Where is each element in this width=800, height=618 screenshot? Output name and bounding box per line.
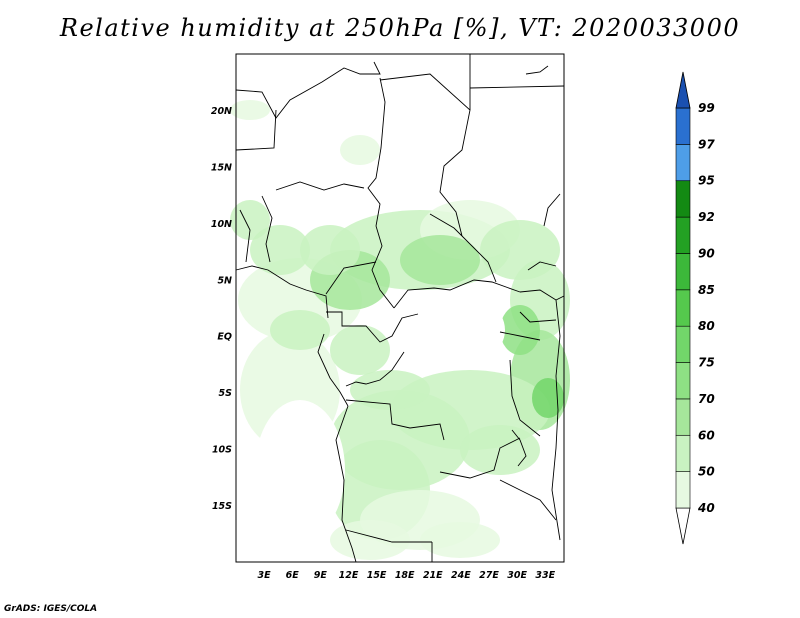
lon-tick-label: 3E [258, 570, 272, 581]
lat-tick-label: 10N [211, 219, 232, 230]
grads-credit: GrADS: IGES/COLA [4, 604, 98, 614]
colorbar-label: 60 [698, 428, 715, 442]
colorbar-segment [675, 434, 691, 472]
humidity-region [350, 370, 430, 410]
lon-tick-label: 18E [395, 570, 415, 581]
humidity-region [270, 310, 330, 350]
lon-tick-label: 33E [535, 570, 555, 581]
lat-tick-label: 5S [219, 388, 233, 399]
humidity-region [230, 100, 270, 120]
humidity-region [300, 225, 360, 275]
lat-tick-label: 15N [211, 162, 232, 173]
longitude-ticks: 3E 6E 9E 12E 15E 18E 21E 24E 27E 30E 33E [258, 570, 556, 581]
humidity-region [500, 305, 540, 355]
lon-tick-label: 21E [423, 570, 443, 581]
colorbar-segment [675, 253, 691, 291]
humidity-region [420, 522, 500, 558]
colorbar-label: 75 [698, 356, 715, 370]
humidity-region [340, 135, 380, 165]
colorbar-label: 70 [698, 392, 715, 406]
colorbar-segment [675, 325, 691, 363]
colorbar-label: 90 [698, 246, 715, 260]
lon-tick-label: 6E [286, 570, 300, 581]
humidity-region [400, 235, 480, 285]
humidity-region [250, 225, 310, 275]
colorbar-label: 92 [698, 210, 715, 224]
lon-tick-label: 27E [479, 570, 499, 581]
lat-tick-label: 20N [211, 106, 232, 117]
map-frame [235, 53, 565, 563]
humidity-region [330, 325, 390, 375]
colorbar-label: 95 [698, 174, 715, 188]
colorbar-label: 99 [698, 101, 715, 115]
latitude-ticks: 20N 15N 10N 5N EQ 5S 10S 15S [211, 106, 232, 512]
lon-tick-label: 24E [451, 570, 471, 581]
colorbar-segment [675, 289, 691, 327]
colorbar-label: 97 [698, 137, 715, 151]
lon-tick-label: 9E [314, 570, 328, 581]
colorbar: 40 50 60 70 75 80 85 90 92 95 97 99 [675, 71, 715, 545]
colorbar-segment [675, 362, 691, 400]
colorbar-segment [675, 471, 691, 509]
lat-tick-label: 15S [212, 501, 232, 512]
lat-tick-label: 5N [217, 275, 232, 286]
colorbar-segment [675, 216, 691, 254]
lon-tick-label: 15E [367, 570, 387, 581]
colorbar-segment [675, 398, 691, 436]
colorbar-label: 50 [698, 465, 715, 479]
lon-tick-label: 30E [507, 570, 527, 581]
colorbar-segment [675, 107, 691, 145]
dry-region [255, 400, 345, 540]
colorbar-underflow [675, 507, 691, 545]
humidity-region [330, 520, 410, 560]
colorbar-segment [675, 144, 691, 182]
humidity-region [532, 378, 564, 418]
lat-tick-label: 10S [212, 445, 232, 456]
colorbar-overflow [675, 71, 691, 109]
colorbar-segment [675, 180, 691, 218]
dry-region [395, 290, 505, 370]
colorbar-label: 40 [697, 501, 715, 515]
chart-title: Relative humidity at 250hPa [%], VT: 202… [59, 14, 741, 42]
colorbar-label: 80 [698, 319, 715, 333]
lat-tick-label: EQ [217, 332, 232, 343]
humidity-field [230, 100, 570, 560]
lon-tick-label: 12E [339, 570, 359, 581]
humidity-region [460, 425, 540, 475]
colorbar-label: 85 [698, 283, 715, 297]
country-borders [235, 54, 565, 563]
